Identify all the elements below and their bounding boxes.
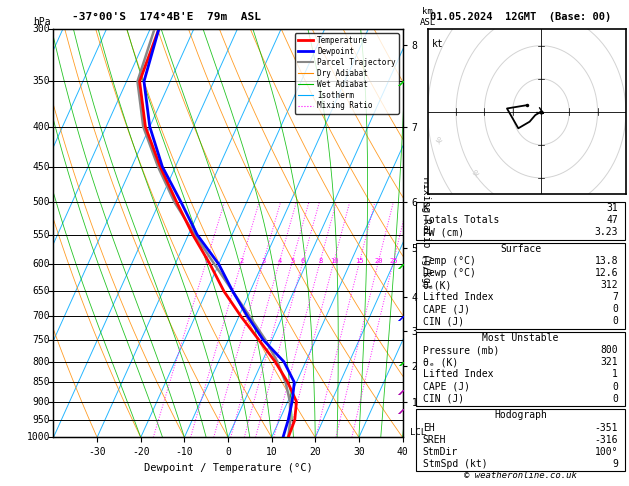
- Legend: Temperature, Dewpoint, Parcel Trajectory, Dry Adiabat, Wet Adiabat, Isotherm, Mi: Temperature, Dewpoint, Parcel Trajectory…: [295, 33, 399, 114]
- Text: StmSpd (kt): StmSpd (kt): [423, 459, 487, 469]
- Text: CAPE (J): CAPE (J): [423, 304, 470, 314]
- Text: ⚘: ⚘: [470, 170, 480, 180]
- Text: 0: 0: [612, 316, 618, 327]
- Text: 13.8: 13.8: [594, 256, 618, 266]
- Y-axis label: Mixing Ratio (g/kg): Mixing Ratio (g/kg): [421, 177, 431, 289]
- Text: 1000: 1000: [26, 433, 50, 442]
- Text: 100°: 100°: [594, 447, 618, 456]
- Text: 650: 650: [32, 286, 50, 296]
- Text: Surface: Surface: [500, 244, 541, 254]
- Text: 600: 600: [32, 259, 50, 269]
- Text: 550: 550: [32, 230, 50, 240]
- Text: 900: 900: [32, 397, 50, 407]
- Text: 6: 6: [301, 259, 305, 264]
- Text: θₑ (K): θₑ (K): [423, 357, 458, 367]
- Text: 15: 15: [355, 259, 364, 264]
- Text: 8: 8: [318, 259, 322, 264]
- Text: 321: 321: [601, 357, 618, 367]
- Text: 3: 3: [261, 259, 265, 264]
- Text: 5: 5: [290, 259, 294, 264]
- Text: km
ASL: km ASL: [420, 7, 436, 27]
- Text: 10: 10: [330, 259, 338, 264]
- Text: 12.6: 12.6: [594, 268, 618, 278]
- Text: hPa: hPa: [33, 17, 50, 27]
- Text: 9: 9: [612, 459, 618, 469]
- Text: 850: 850: [32, 377, 50, 387]
- Text: 350: 350: [32, 76, 50, 87]
- Text: SREH: SREH: [423, 434, 447, 445]
- Text: EH: EH: [423, 422, 435, 433]
- Text: 0: 0: [612, 304, 618, 314]
- Text: CIN (J): CIN (J): [423, 394, 464, 403]
- X-axis label: Dewpoint / Temperature (°C): Dewpoint / Temperature (°C): [143, 463, 313, 473]
- Text: 20: 20: [374, 259, 383, 264]
- Text: 4: 4: [277, 259, 282, 264]
- Text: θₑ(K): θₑ(K): [423, 280, 452, 290]
- Text: 500: 500: [32, 197, 50, 208]
- Text: Lifted Index: Lifted Index: [423, 292, 493, 302]
- Text: 800: 800: [601, 346, 618, 355]
- Text: Dewp (°C): Dewp (°C): [423, 268, 476, 278]
- Text: 2: 2: [240, 259, 243, 264]
- Text: © weatheronline.co.uk: © weatheronline.co.uk: [464, 471, 577, 480]
- Text: 700: 700: [32, 312, 50, 321]
- Text: Hodograph: Hodograph: [494, 411, 547, 420]
- Text: PW (cm): PW (cm): [423, 227, 464, 237]
- Bar: [416, 332, 625, 406]
- Text: Lifted Index: Lifted Index: [423, 369, 493, 380]
- Text: 950: 950: [32, 415, 50, 425]
- Text: 47: 47: [606, 215, 618, 225]
- Text: 0: 0: [612, 394, 618, 403]
- Text: 1: 1: [612, 369, 618, 380]
- Text: 300: 300: [32, 24, 50, 34]
- Text: -351: -351: [594, 422, 618, 433]
- Text: ⚘: ⚘: [433, 137, 443, 147]
- Bar: [416, 243, 625, 329]
- Text: kt: kt: [431, 39, 443, 49]
- Text: 01.05.2024  12GMT  (Base: 00): 01.05.2024 12GMT (Base: 00): [430, 12, 611, 22]
- Text: Most Unstable: Most Unstable: [482, 333, 559, 343]
- Text: 1: 1: [204, 259, 208, 264]
- Text: 800: 800: [32, 357, 50, 367]
- Text: 7: 7: [612, 292, 618, 302]
- Text: Temp (°C): Temp (°C): [423, 256, 476, 266]
- Text: Pressure (mb): Pressure (mb): [423, 346, 499, 355]
- Bar: [416, 202, 625, 240]
- Text: -316: -316: [594, 434, 618, 445]
- Text: 0: 0: [612, 382, 618, 392]
- Text: 31: 31: [606, 203, 618, 213]
- Text: 400: 400: [32, 122, 50, 132]
- Text: -37°00'S  174°4B'E  79m  ASL: -37°00'S 174°4B'E 79m ASL: [72, 12, 261, 22]
- Text: 312: 312: [601, 280, 618, 290]
- Text: StmDir: StmDir: [423, 447, 458, 456]
- Text: Totals Totals: Totals Totals: [423, 215, 499, 225]
- Text: LCL: LCL: [409, 428, 426, 437]
- Text: CIN (J): CIN (J): [423, 316, 464, 327]
- Text: CAPE (J): CAPE (J): [423, 382, 470, 392]
- Text: 3.23: 3.23: [594, 227, 618, 237]
- Text: K: K: [423, 203, 429, 213]
- Text: 450: 450: [32, 162, 50, 172]
- Text: 750: 750: [32, 335, 50, 345]
- Bar: [416, 409, 625, 471]
- Text: 25: 25: [389, 259, 398, 264]
